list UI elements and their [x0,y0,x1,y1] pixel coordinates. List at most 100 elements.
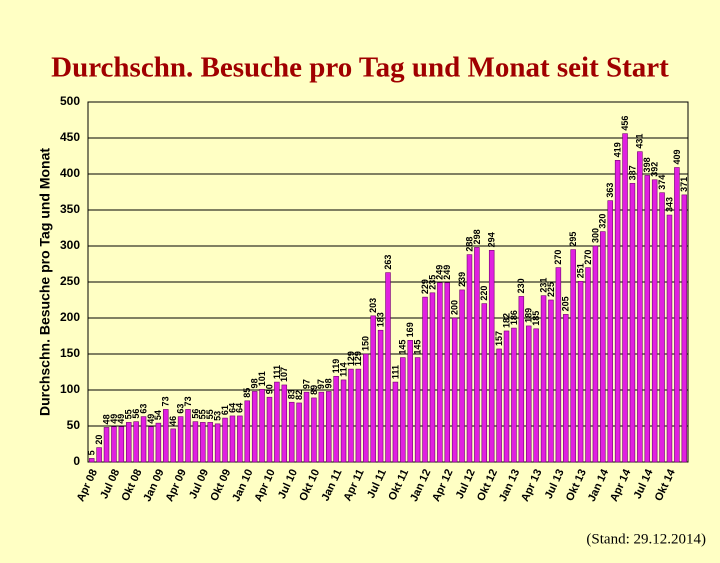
bar [548,299,554,463]
data-label: 300 [590,228,600,243]
bar [133,421,139,463]
bar [651,179,658,463]
data-label: 145 [413,340,423,355]
data-label: 82 [294,390,304,400]
y-tick-label: 100 [60,382,80,396]
bar [200,422,206,463]
bar [637,151,643,463]
data-label: 55 [198,409,208,419]
data-label: 270 [553,250,563,265]
data-label: 419 [613,142,623,157]
data-label: 249 [442,265,452,280]
data-label: 295 [568,232,578,247]
bar [377,329,384,463]
data-label: 49 [116,414,126,424]
data-label: 114 [338,362,348,377]
data-label: 56 [131,409,141,419]
y-axis-label: Durchschn. Besuche pro Tag und Monat [37,148,53,416]
bar [496,348,502,463]
bar [488,250,495,463]
data-label: 56 [190,409,200,419]
data-label: 398 [642,157,652,172]
data-label: 49 [109,414,119,424]
data-label: 85 [242,388,252,398]
data-label: 97 [316,379,326,389]
bar [585,267,591,463]
data-label: 374 [657,175,667,190]
data-label: 298 [472,229,482,244]
bar [437,282,443,463]
bar [274,381,280,463]
bar [311,397,317,463]
bar [185,409,191,463]
y-tick-label: 200 [60,310,80,324]
y-tick-label: 50 [67,418,81,432]
data-label: 239 [457,272,467,287]
data-label: 182 [501,313,511,328]
data-label: 107 [279,367,289,382]
data-label: 63 [138,404,148,414]
data-label: 129 [353,351,363,366]
bar [563,314,569,463]
bar [555,267,562,463]
bar [296,402,302,463]
bar [607,200,613,463]
bar [96,447,102,463]
data-label: 229 [420,279,430,294]
data-label: 220 [479,286,489,301]
data-label: 186 [509,310,519,325]
data-label: 231 [538,278,548,293]
y-tick-label: 450 [60,130,80,144]
data-label: 270 [583,250,593,265]
data-label: 320 [598,214,608,229]
bar [674,167,680,463]
data-label: 409 [672,149,682,164]
data-label: 145 [398,340,408,355]
bar [348,368,354,463]
bar [192,421,199,463]
data-label: 101 [257,371,267,386]
data-label: 205 [561,296,571,311]
bar [370,315,376,463]
data-label: 54 [153,410,163,420]
bar [614,160,621,463]
data-label: 157 [494,331,504,346]
bar [325,391,332,463]
bar [422,296,428,463]
chart-title: Durchschn. Besuche pro Tag und Monat sei… [51,52,669,84]
data-label: 263 [383,255,393,270]
bar [385,272,391,463]
bar [363,353,369,463]
data-label: 294 [487,232,497,247]
y-tick-label: 350 [60,202,80,216]
bar [644,175,651,463]
bar [622,133,628,463]
data-label: 235 [427,275,437,290]
data-label: 98 [324,378,334,388]
bar [481,303,488,463]
data-label: 225 [546,282,556,297]
bar [140,416,147,463]
data-label: 456 [620,116,630,131]
bar [533,328,539,463]
data-label: 343 [664,197,674,212]
bar [474,247,480,463]
bar [281,384,288,463]
data-label: 230 [516,278,526,293]
bar [259,388,265,463]
data-label: 73 [183,396,193,406]
y-tick-label: 500 [60,94,80,108]
bar [503,330,510,463]
data-label: 89 [309,385,319,395]
data-label: 129 [346,351,356,366]
bar [444,282,451,463]
bar [392,381,399,463]
data-label: 20 [94,435,104,445]
data-label: 392 [650,162,660,177]
data-label: 200 [450,300,460,315]
data-label: 371 [679,177,689,192]
bar [466,254,473,463]
data-label: 53 [213,411,223,421]
data-label: 64 [235,403,245,413]
